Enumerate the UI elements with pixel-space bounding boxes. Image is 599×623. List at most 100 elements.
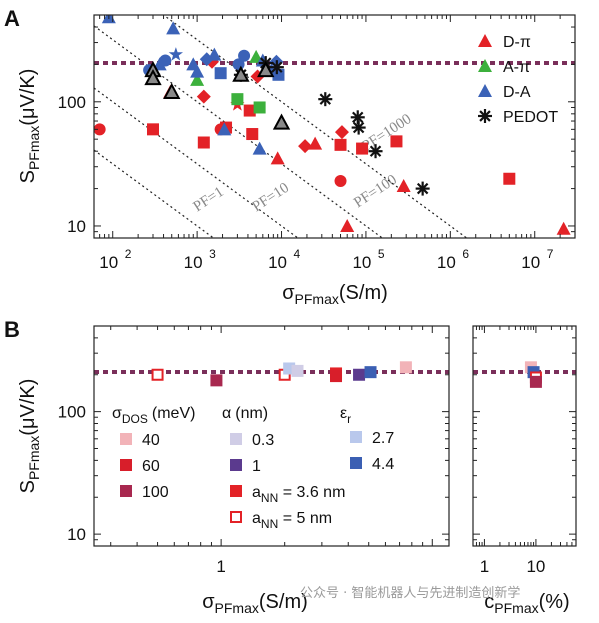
legend-marker [230, 433, 242, 445]
pf-label: PF=100 [351, 172, 400, 211]
data-point-a [253, 101, 266, 114]
ylabel-sub-a: PFmax [26, 126, 42, 170]
legend-marker [230, 485, 242, 497]
x-tick-label: 10 [268, 253, 287, 272]
ylabel-main-b: S [17, 480, 39, 493]
svg-text:SPFmax(μV/K): SPFmax(μV/K) [17, 379, 42, 494]
xlabel-unit-a: (S/m) [339, 282, 388, 304]
data-points-b-right [524, 361, 542, 388]
data-point [364, 366, 377, 379]
data-point-outlined [163, 82, 181, 99]
legend-a: D-π A-π D-A PEDOT [478, 34, 558, 126]
legend-marker [230, 511, 242, 523]
data-point-a [231, 93, 244, 106]
data-point-pedot [318, 92, 333, 107]
data-point-d [334, 175, 347, 188]
data-point [151, 368, 164, 381]
x-tick-label: 1 [216, 557, 225, 576]
panel-b-right: 1 10 cPFmax(%) [472, 325, 577, 616]
axis-ticks-b-right: 1 10 [472, 325, 577, 576]
data-point [330, 370, 343, 383]
y-tick-label: 10 [67, 525, 86, 544]
y-tick-label: 100 [58, 403, 86, 422]
x-tick-label: 10 [352, 253, 371, 272]
x-tick-exponent: 5 [378, 247, 385, 261]
legend-label: 4.4 [372, 456, 394, 473]
data-point-pedot [351, 120, 366, 135]
data-point-da [207, 47, 222, 61]
x-tick-exponent: 3 [209, 247, 216, 261]
legend-label: 100 [142, 484, 169, 501]
data-point-pedot [368, 144, 383, 159]
x-tick-exponent: 2 [125, 247, 132, 261]
axes-frame-b-right [472, 325, 577, 547]
data-point [291, 364, 304, 377]
x-axis-label-a: σPFmax(S/m) [282, 282, 388, 307]
svg-text:σPFmax(S/m): σPFmax(S/m) [202, 591, 308, 616]
data-point-da [190, 64, 205, 78]
ylabel-unit-b: (μV/K) [17, 379, 39, 436]
legend-title: σDOS (meV) [112, 405, 195, 426]
legend-label: 2.7 [372, 430, 394, 447]
legend-label: D-A [503, 84, 531, 101]
axis-ticks-a: 10 2 10 3 10 4 10 5 10 6 10 7 10 100 [58, 14, 576, 272]
x-tick-exponent: 6 [462, 247, 469, 261]
pf-label: PF=10 [250, 180, 292, 215]
xlabel-sub-b-right: PFmax [494, 600, 538, 616]
legend-label-rest: = 5 nm [278, 510, 332, 527]
legend-marker [350, 457, 362, 469]
legend-marker [350, 431, 362, 443]
pf-label: PF=1 [191, 184, 227, 215]
data-point-outlined [144, 69, 162, 86]
legend-label: aNN = 3.6 nm [252, 484, 345, 505]
data-point-d [246, 128, 259, 141]
data-point-d [390, 135, 403, 148]
data-point-da [217, 122, 232, 136]
ylabel-unit-a: (μV/K) [17, 69, 39, 126]
xlabel-unit-b: (S/m) [259, 591, 308, 613]
data-point-da [252, 141, 267, 155]
x-tick-label: 10 [99, 253, 118, 272]
legend-marker [478, 34, 492, 47]
data-point-da [159, 54, 172, 67]
data-point-pedot [415, 181, 430, 196]
data-point [353, 368, 366, 381]
y-axis-label-b: SPFmax(μV/K) [17, 379, 42, 494]
data-point-da [166, 21, 181, 35]
ylabel-main-a: S [17, 170, 39, 183]
svg-text:σPFmax(S/m): σPFmax(S/m) [282, 282, 388, 307]
legend-label: 60 [142, 458, 160, 475]
data-point-da [214, 67, 227, 80]
legend-label: 40 [142, 432, 160, 449]
legend-title-unit: (meV) [152, 405, 196, 422]
x-tick-exponent: 4 [294, 247, 301, 261]
legend-title-sub: DOS [122, 412, 148, 426]
legend-label: D-π [503, 34, 531, 51]
x-tick-exponent: 7 [547, 247, 554, 261]
x-tick-label: 1 [480, 557, 489, 576]
legend-label: 0.3 [252, 432, 274, 449]
data-points-b [151, 361, 412, 387]
data-point-d [270, 151, 285, 165]
x-axis-label-b-right: cPFmax(%) [484, 591, 569, 616]
axis-ticks-b: 1 10 100 [58, 325, 449, 576]
data-point [529, 375, 542, 388]
data-point-d [243, 104, 256, 117]
x-tick-label: 10 [437, 253, 456, 272]
data-point-outlined [272, 113, 291, 130]
legend-title: εr [340, 405, 351, 426]
legend-label-a: a [252, 510, 261, 527]
legend-marker [120, 485, 132, 497]
data-point-outlined [232, 65, 250, 82]
legend-label: 1 [252, 458, 261, 475]
legend-title-main: ε [340, 405, 347, 422]
legend-title-unit: (nm) [235, 405, 268, 422]
xlabel-main-b: σ [202, 591, 215, 613]
data-point-d [298, 139, 313, 154]
svg-text:SPFmax(μV/K): SPFmax(μV/K) [17, 69, 42, 184]
data-point-d [146, 123, 159, 136]
legend-label: A-π [503, 59, 530, 76]
data-point-d [196, 89, 211, 104]
